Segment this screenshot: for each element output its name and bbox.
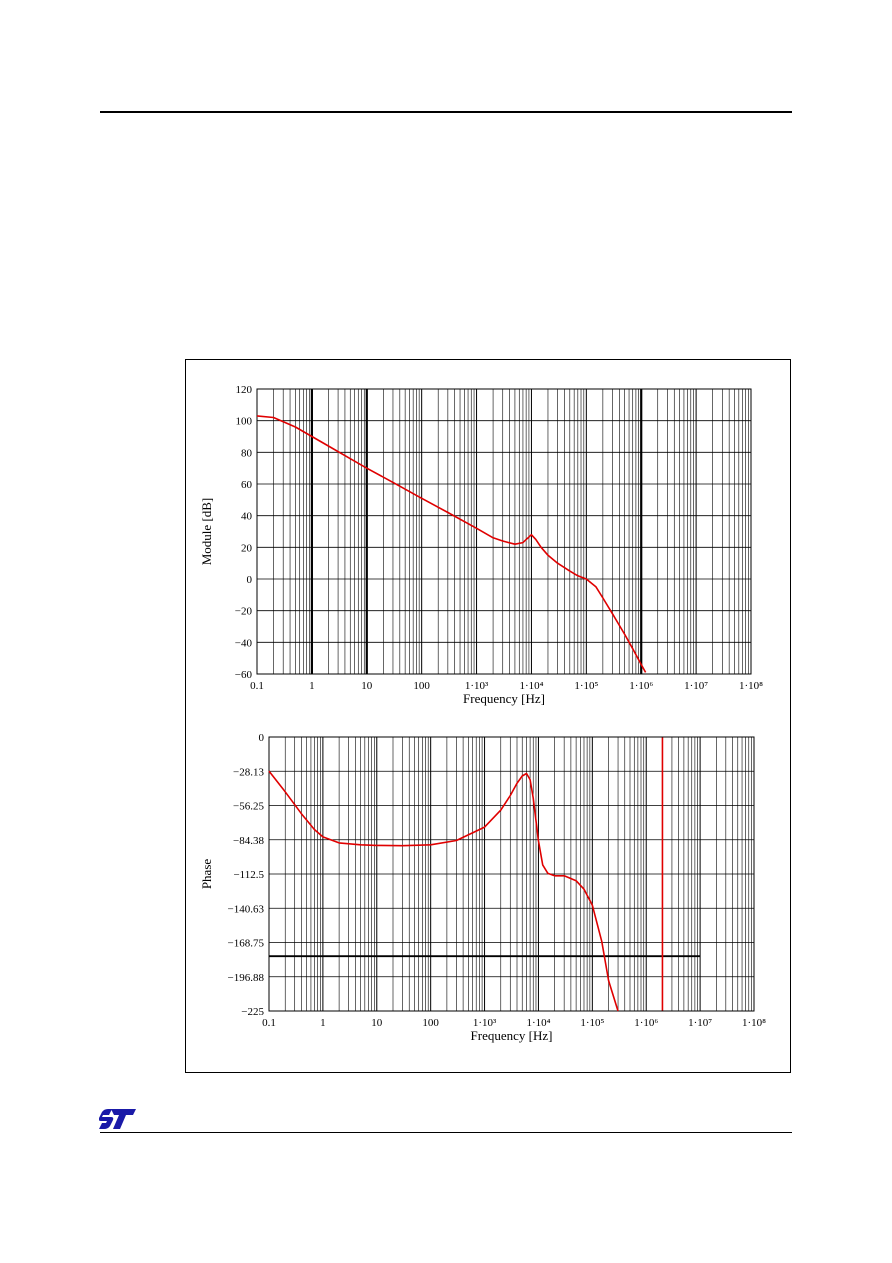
module-grid bbox=[256, 388, 752, 675]
module-xtick-label: 1·10³ bbox=[465, 680, 489, 692]
module-xtick-label: 1·10⁵ bbox=[574, 680, 598, 692]
phase-xtick-label: 1·10⁷ bbox=[688, 1017, 712, 1029]
module-ytick-label: 100 bbox=[236, 416, 253, 428]
module-ytick-label: −20 bbox=[235, 606, 253, 618]
phase-ytick-label: −225 bbox=[241, 1006, 264, 1018]
phase-ylabel: Phase bbox=[199, 859, 214, 890]
st-logo-icon bbox=[99, 1109, 136, 1129]
phase-xtick-label: 1·10⁸ bbox=[742, 1017, 766, 1029]
module-xtick-label: 10 bbox=[361, 680, 373, 692]
module-xtick-label: 1·10⁴ bbox=[519, 680, 543, 692]
module-ytick-label: 80 bbox=[241, 447, 253, 459]
module-xtick-label: 0.1 bbox=[250, 680, 264, 692]
module-xtick-label: 1·10⁶ bbox=[629, 680, 653, 692]
module-plot-border bbox=[256, 388, 752, 675]
phase-xtick-label: 1·10⁴ bbox=[526, 1017, 550, 1029]
bottom-rule bbox=[100, 1132, 792, 1133]
module-ytick-label: 20 bbox=[241, 542, 253, 554]
phase-plot-border bbox=[268, 736, 755, 1012]
phase-ytick-label: −84.38 bbox=[233, 835, 264, 847]
phase-xtick-label: 0.1 bbox=[262, 1017, 276, 1029]
phase-ytick-label: −140.63 bbox=[228, 903, 265, 915]
module-xlabel: Frequency [Hz] bbox=[463, 691, 545, 706]
phase-grid bbox=[268, 736, 755, 1012]
module-ytick-label: 40 bbox=[241, 511, 253, 523]
module-series-line bbox=[256, 415, 647, 673]
phase-ytick-label: −28.13 bbox=[233, 766, 264, 778]
phase-ytick-label: 0 bbox=[259, 732, 265, 744]
phase-xlabel: Frequency [Hz] bbox=[471, 1028, 553, 1043]
top-rule bbox=[100, 111, 792, 113]
phase-xtick-label: 1·10⁶ bbox=[634, 1017, 658, 1029]
phase-ytick-label: −196.88 bbox=[228, 972, 265, 984]
phase-xtick-label: 1 bbox=[320, 1017, 326, 1029]
module-ylabel: Module [dB] bbox=[199, 498, 214, 566]
phase-ytick-label: −168.75 bbox=[228, 938, 265, 950]
phase-series-line bbox=[268, 770, 619, 1012]
phase-ytick-label: −112.5 bbox=[233, 869, 264, 881]
module-xtick-label: 1 bbox=[309, 680, 315, 692]
module-ytick-label: −40 bbox=[235, 637, 253, 649]
phase-xtick-label: 1·10³ bbox=[473, 1017, 497, 1029]
phase-xtick-label: 100 bbox=[422, 1017, 439, 1029]
module-ytick-label: 0 bbox=[247, 574, 253, 586]
figure-frame: 120 100 80 60 40 20 0 −20 −40 −60 0.1 1 10 100 1·10³ 1·… bbox=[185, 359, 791, 1073]
phase-xtick-label: 10 bbox=[371, 1017, 383, 1029]
module-xtick-label: 1·10⁸ bbox=[739, 680, 763, 692]
module-ytick-label: 120 bbox=[236, 384, 253, 396]
module-ytick-label: −60 bbox=[235, 669, 253, 681]
module-xtick-label: 100 bbox=[413, 680, 430, 692]
module-ytick-label: 60 bbox=[241, 479, 253, 491]
phase-xtick-label: 1·10⁵ bbox=[580, 1017, 604, 1029]
module-xtick-label: 1·10⁷ bbox=[684, 680, 708, 692]
phase-ytick-label: −56.25 bbox=[233, 801, 264, 813]
